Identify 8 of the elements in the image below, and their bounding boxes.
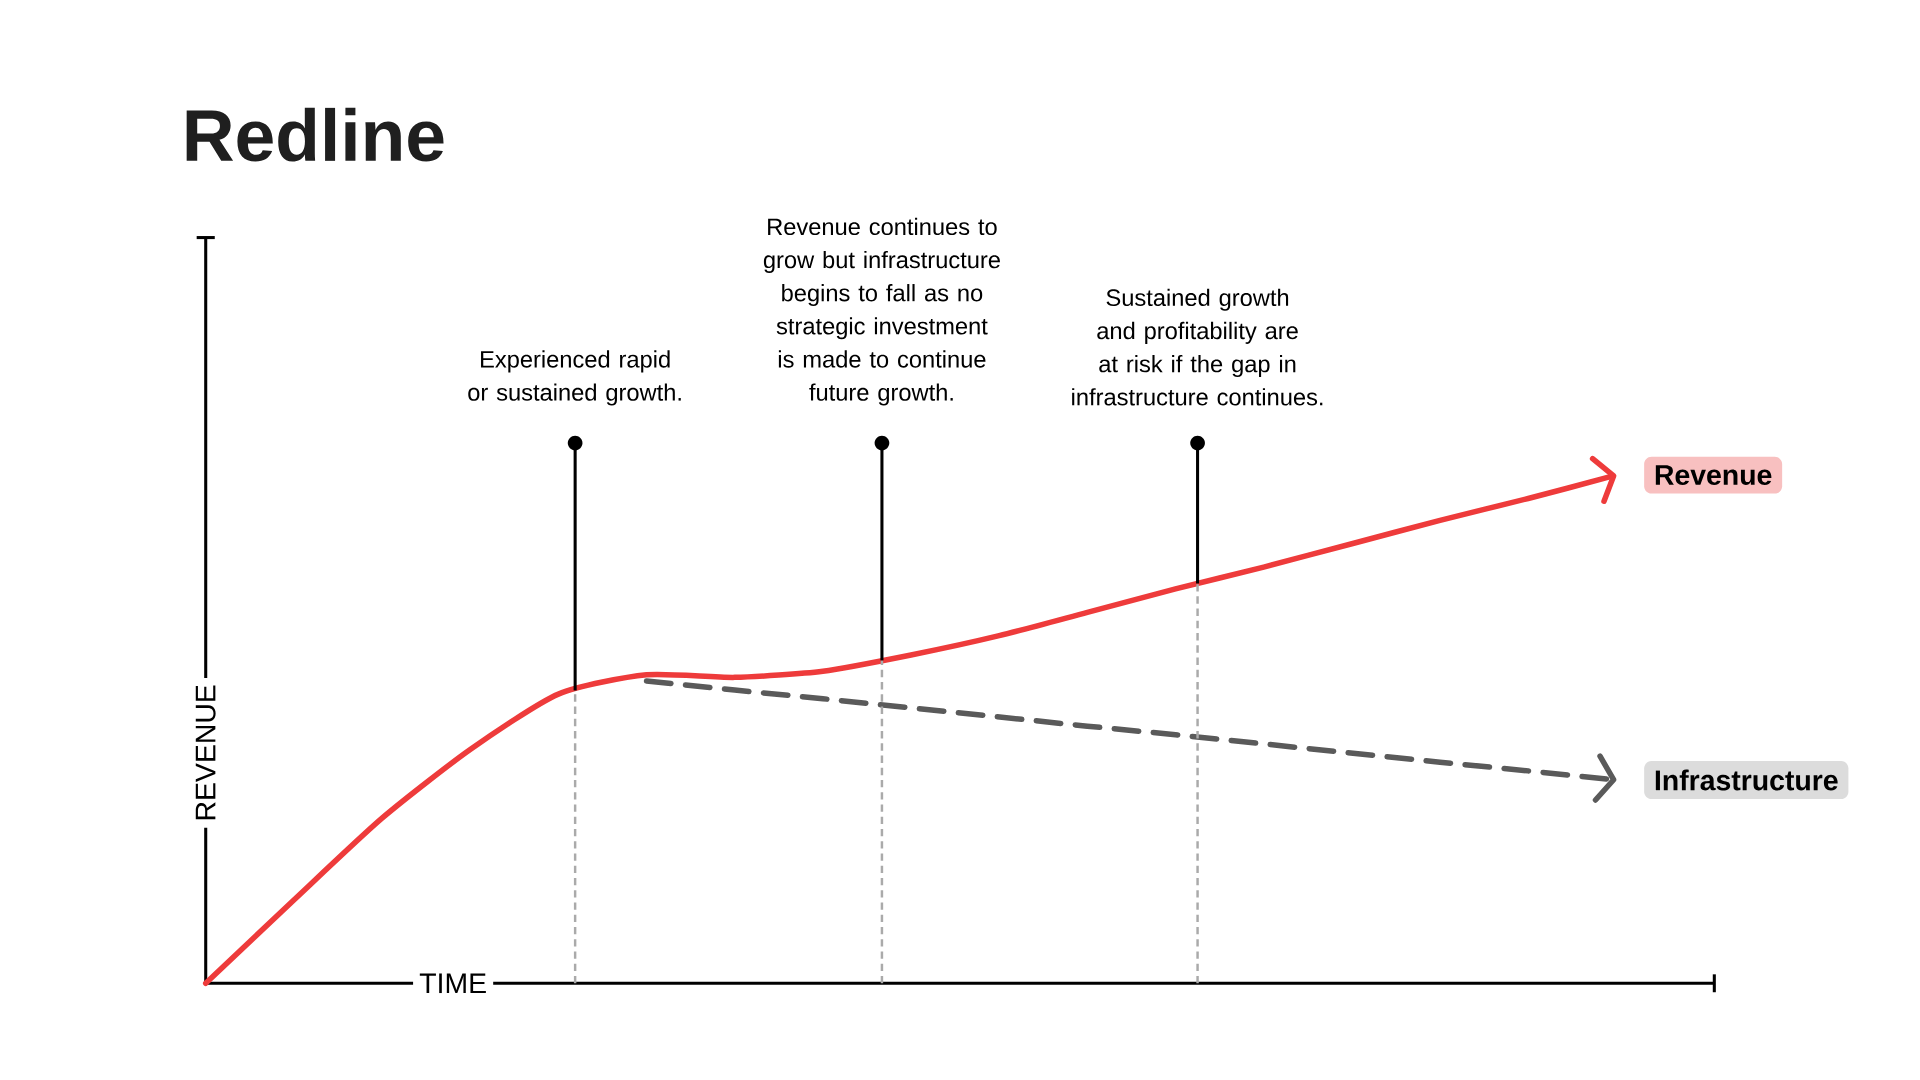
x-axis-title: TIME [419,973,486,994]
legend-label: Infrastructure [1655,769,1838,791]
legend-label: Revenue [1655,465,1772,486]
chart-title: Redline [186,107,444,162]
y-axis-title: REVENUE [195,685,216,820]
text: Experienced rapid or sustained growth. [468,350,681,406]
text: Sustained growth and profitability are at risk if the gap in infrastructure continues. [1072,288,1323,406]
text: Revenue continues to grow but infrastructure begins to fall as no strategic investment is made to continue future growth. [763,217,1000,406]
